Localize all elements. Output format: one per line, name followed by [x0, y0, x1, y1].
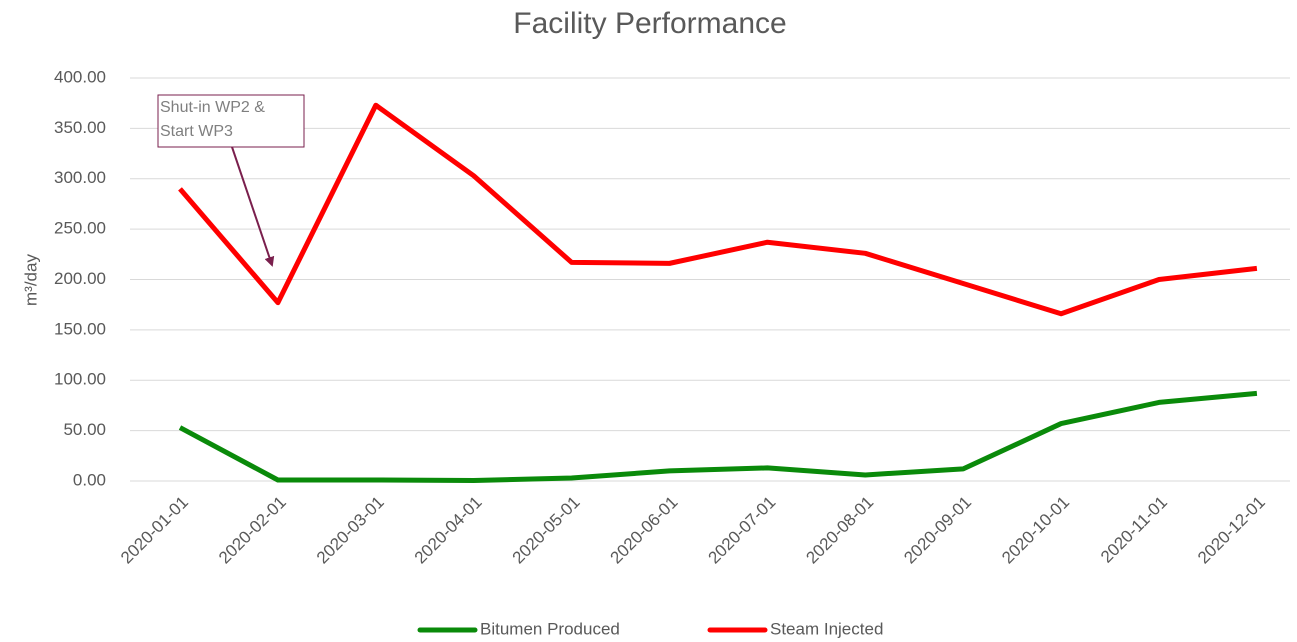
x-tick-label: 2020-07-01	[704, 493, 779, 568]
series-line	[178, 102, 1258, 317]
x-tick-label: 2020-11-01	[1097, 493, 1171, 567]
y-tick-label: 350.00	[54, 118, 106, 137]
y-tick-label: 100.00	[54, 370, 106, 389]
y-tick-label: 150.00	[54, 319, 106, 338]
annotation-text: Shut-in WP2 &	[160, 99, 265, 116]
chart-title: Facility Performance	[513, 7, 786, 40]
y-tick-label: 50.00	[63, 420, 106, 439]
x-tick-label: 2020-09-01	[900, 493, 975, 568]
y-tick-label: 250.00	[54, 219, 106, 238]
y-tick-label: 400.00	[54, 67, 106, 86]
annotation: Shut-in WP2 & Start WP3	[157, 94, 305, 267]
grid	[130, 77, 1290, 482]
y-tick-label: 0.00	[73, 470, 106, 489]
lines	[178, 102, 1258, 483]
annotation-arrow	[231, 146, 275, 267]
annotation-text: Start WP3	[160, 123, 233, 140]
x-tick-label: 2020-05-01	[509, 493, 584, 568]
x-tick-label: 2020-02-01	[215, 493, 290, 568]
x-tick-label: 2020-03-01	[313, 493, 388, 568]
series-line	[178, 390, 1258, 483]
legend-label: Steam Injected	[770, 619, 883, 638]
y-tick-label: 200.00	[54, 269, 106, 288]
x-tick-label: 2020-12-01	[1194, 493, 1269, 568]
annotation-box	[157, 94, 305, 148]
x-tick-label: 2020-06-01	[607, 493, 682, 568]
x-tick-label: 2020-04-01	[411, 493, 486, 568]
y-tick-label: 300.00	[54, 168, 106, 187]
y-axis-label: m³/day	[21, 254, 40, 306]
x-tick-label: 2020-08-01	[802, 493, 877, 568]
x-tick-label: 2020-10-01	[998, 493, 1073, 568]
x-tick-label: 2020-01-01	[117, 493, 192, 568]
legend-label: Bitumen Produced	[480, 619, 620, 638]
